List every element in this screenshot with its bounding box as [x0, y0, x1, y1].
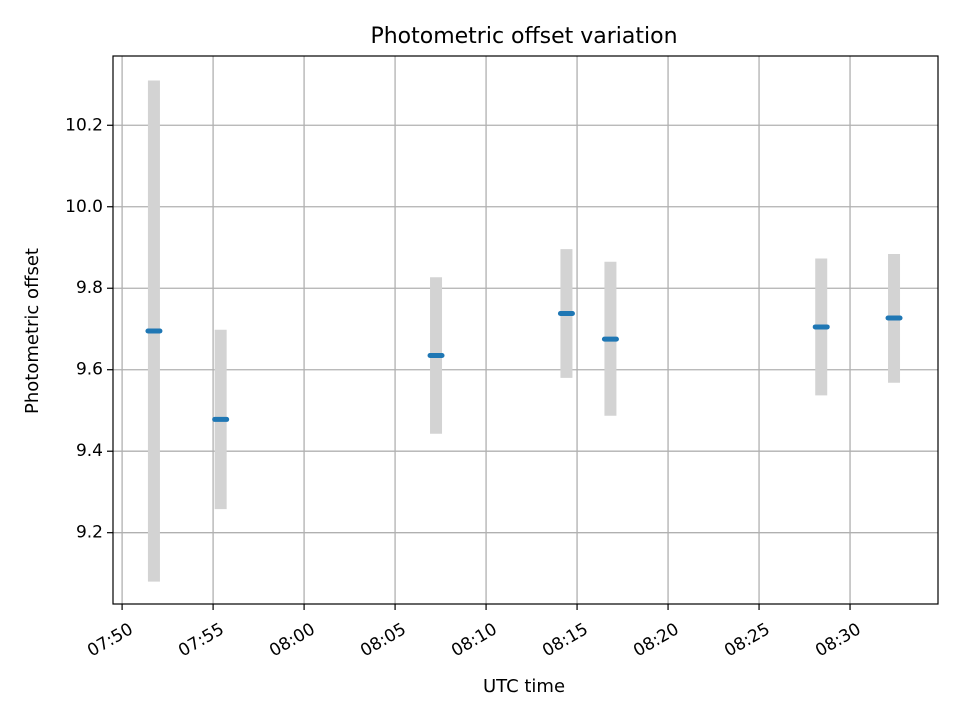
y-tick-label: 10.0 — [65, 197, 103, 217]
y-tick-label: 10.2 — [65, 115, 103, 135]
y-axis-label: Photometric offset — [22, 248, 43, 414]
plot-area — [113, 56, 938, 604]
axes-frame — [112, 55, 939, 605]
y-tick-label: 9.6 — [76, 360, 103, 380]
data-markers — [145, 310, 903, 422]
y-tick-label: 9.2 — [76, 523, 103, 543]
x-axis-label: UTC time — [483, 676, 565, 697]
y-tick-label: 9.8 — [76, 278, 103, 298]
chart-title: Photometric offset variation — [370, 24, 677, 49]
y-tick-label: 9.4 — [76, 441, 103, 461]
grid-lines — [113, 56, 938, 604]
